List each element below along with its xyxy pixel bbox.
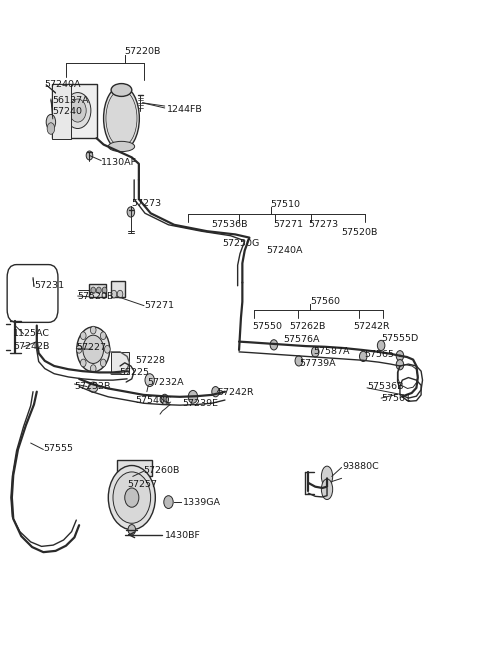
Text: 57257: 57257 bbox=[127, 480, 157, 489]
Ellipse shape bbox=[88, 382, 98, 392]
Circle shape bbox=[127, 207, 134, 217]
Text: 57576A: 57576A bbox=[283, 335, 319, 344]
Circle shape bbox=[81, 332, 86, 339]
Circle shape bbox=[76, 345, 82, 353]
Text: 57242R: 57242R bbox=[353, 322, 390, 331]
Circle shape bbox=[312, 346, 319, 357]
Circle shape bbox=[113, 472, 151, 523]
Text: 57587A: 57587A bbox=[313, 346, 350, 356]
Ellipse shape bbox=[104, 86, 139, 151]
Text: 57232A: 57232A bbox=[147, 377, 184, 386]
Text: 57520B: 57520B bbox=[341, 228, 377, 237]
Circle shape bbox=[108, 466, 156, 530]
Circle shape bbox=[90, 365, 96, 373]
Circle shape bbox=[188, 390, 198, 403]
Text: 57273: 57273 bbox=[131, 199, 161, 208]
Circle shape bbox=[100, 332, 106, 339]
Text: 1130AF: 1130AF bbox=[101, 158, 137, 167]
Bar bbox=[117, 460, 152, 476]
Text: 57510: 57510 bbox=[271, 200, 300, 209]
Text: 57231: 57231 bbox=[34, 280, 64, 290]
Circle shape bbox=[77, 327, 110, 372]
Text: 57240: 57240 bbox=[52, 107, 82, 117]
Text: 1244FB: 1244FB bbox=[167, 105, 203, 114]
Text: 57560: 57560 bbox=[310, 297, 340, 307]
Circle shape bbox=[83, 335, 104, 364]
Bar bbox=[110, 352, 130, 374]
Circle shape bbox=[100, 359, 106, 367]
Text: 57225: 57225 bbox=[120, 368, 150, 377]
Circle shape bbox=[91, 287, 96, 293]
Circle shape bbox=[81, 359, 86, 367]
Text: 57536B: 57536B bbox=[212, 220, 248, 229]
Circle shape bbox=[377, 341, 385, 350]
Ellipse shape bbox=[322, 466, 333, 487]
Circle shape bbox=[396, 350, 404, 361]
Text: 57540C: 57540C bbox=[135, 396, 172, 405]
Text: 57536B: 57536B bbox=[367, 382, 404, 391]
Bar bbox=[88, 284, 107, 297]
Text: 57273: 57273 bbox=[308, 220, 338, 229]
Circle shape bbox=[125, 488, 139, 507]
Bar bbox=[52, 84, 71, 140]
Text: 57520B: 57520B bbox=[78, 291, 114, 301]
Text: 1430BF: 1430BF bbox=[165, 531, 201, 540]
Circle shape bbox=[295, 356, 302, 366]
Circle shape bbox=[396, 360, 404, 370]
Circle shape bbox=[145, 374, 155, 386]
Text: 57240A: 57240A bbox=[266, 246, 303, 255]
Text: 57260B: 57260B bbox=[144, 466, 180, 474]
Text: 57227: 57227 bbox=[76, 343, 106, 352]
Circle shape bbox=[270, 340, 277, 350]
Circle shape bbox=[128, 525, 135, 535]
Text: 57228: 57228 bbox=[135, 356, 165, 365]
Circle shape bbox=[105, 345, 110, 353]
Text: 57220B: 57220B bbox=[125, 47, 161, 56]
Text: 57555D: 57555D bbox=[381, 334, 419, 343]
Circle shape bbox=[90, 326, 96, 334]
Circle shape bbox=[96, 287, 101, 293]
Text: 57240A: 57240A bbox=[45, 81, 81, 89]
Ellipse shape bbox=[108, 141, 134, 151]
Text: 57555: 57555 bbox=[43, 443, 73, 453]
Text: 93880C: 93880C bbox=[343, 462, 379, 471]
Text: 57262B: 57262B bbox=[289, 322, 326, 331]
Text: 57739A: 57739A bbox=[299, 359, 336, 368]
Circle shape bbox=[86, 151, 93, 160]
Circle shape bbox=[69, 99, 86, 122]
Text: 57242B: 57242B bbox=[13, 343, 49, 351]
Ellipse shape bbox=[106, 90, 137, 147]
Circle shape bbox=[360, 351, 367, 362]
Ellipse shape bbox=[46, 115, 56, 130]
Text: 57250G: 57250G bbox=[223, 239, 260, 248]
Text: 1339GA: 1339GA bbox=[182, 498, 221, 506]
Circle shape bbox=[117, 290, 123, 298]
Text: 1125AC: 1125AC bbox=[13, 329, 50, 339]
Bar bbox=[52, 84, 96, 138]
Bar bbox=[111, 280, 125, 297]
Text: 57239E: 57239E bbox=[182, 399, 218, 408]
Text: 57252B: 57252B bbox=[74, 382, 110, 391]
Circle shape bbox=[212, 386, 219, 397]
Ellipse shape bbox=[322, 479, 333, 500]
Circle shape bbox=[102, 287, 107, 293]
Circle shape bbox=[164, 496, 173, 508]
Text: 57561: 57561 bbox=[381, 394, 411, 403]
Ellipse shape bbox=[111, 84, 132, 96]
Text: 56137A: 56137A bbox=[52, 96, 88, 105]
Circle shape bbox=[161, 394, 168, 405]
Text: 57550: 57550 bbox=[252, 322, 283, 331]
Text: 57271: 57271 bbox=[273, 220, 303, 229]
Text: 57271: 57271 bbox=[144, 301, 174, 310]
Ellipse shape bbox=[47, 122, 55, 134]
Circle shape bbox=[64, 92, 91, 128]
Text: 57242R: 57242R bbox=[217, 388, 254, 397]
Text: 57565: 57565 bbox=[365, 350, 395, 359]
Circle shape bbox=[111, 290, 117, 298]
